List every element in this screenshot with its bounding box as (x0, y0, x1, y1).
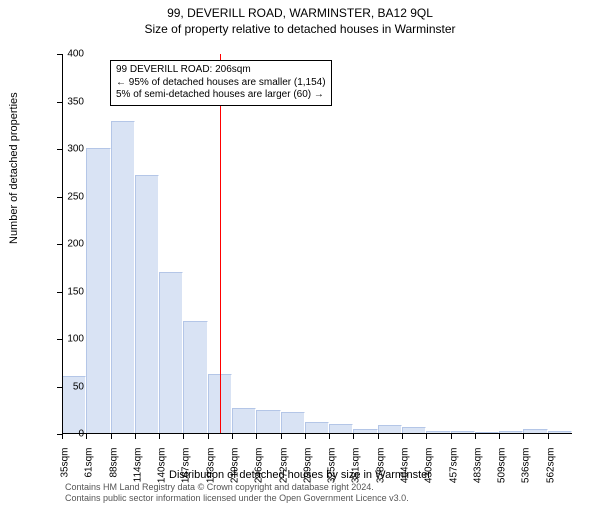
x-tick-label: 299sqm (302, 448, 313, 484)
x-tick-label: 430sqm (424, 448, 435, 484)
histogram-bar (159, 272, 183, 434)
x-tick-label: 219sqm (230, 448, 241, 484)
x-tick (353, 434, 354, 439)
x-tick (86, 434, 87, 439)
y-tick-label: 150 (54, 286, 84, 297)
y-tick-label: 300 (54, 144, 84, 155)
x-tick-label: 509sqm (497, 448, 508, 484)
y-tick-label: 250 (54, 191, 84, 202)
x-tick (329, 434, 330, 439)
x-tick (135, 434, 136, 439)
chart-title-line1: 99, DEVERILL ROAD, WARMINSTER, BA12 9QL (0, 6, 600, 20)
x-tick-label: 457sqm (448, 448, 459, 484)
x-tick (402, 434, 403, 439)
y-tick-label: 0 (54, 429, 84, 440)
legend-line3: 5% of semi-detached houses are larger (6… (116, 89, 326, 102)
chart-plot-area: 99 DEVERILL ROAD: 206sqm ← 95% of detach… (62, 54, 572, 434)
x-tick-label: 114sqm (132, 448, 143, 483)
x-tick-label: 61sqm (84, 448, 95, 478)
footer-line1: Contains HM Land Registry data © Crown c… (65, 482, 409, 493)
chart-title-line2: Size of property relative to detached ho… (0, 22, 600, 36)
x-tick-label: 35sqm (60, 448, 71, 478)
x-tick-label: 88sqm (108, 448, 119, 478)
x-tick-label: 246sqm (254, 448, 265, 484)
histogram-bar (281, 412, 305, 433)
y-tick-label: 100 (54, 334, 84, 345)
x-tick-label: 351sqm (351, 448, 362, 484)
x-tick-label: 536sqm (521, 448, 532, 484)
footer-attribution: Contains HM Land Registry data © Crown c… (65, 482, 409, 504)
x-tick-label: 193sqm (205, 448, 216, 484)
x-tick-label: 483sqm (472, 448, 483, 484)
x-tick-label: 272sqm (278, 448, 289, 484)
reference-vline (220, 54, 221, 434)
histogram-bar (329, 424, 353, 434)
histogram-bar (305, 422, 329, 433)
footer-line2: Contains public sector information licen… (65, 493, 409, 504)
x-tick-label: 140sqm (157, 448, 168, 484)
x-tick (183, 434, 184, 439)
x-tick (451, 434, 452, 439)
x-tick (305, 434, 306, 439)
histogram-bar (86, 148, 110, 433)
y-tick-label: 350 (54, 96, 84, 107)
x-tick (208, 434, 209, 439)
chart-legend-box: 99 DEVERILL ROAD: 206sqm ← 95% of detach… (110, 60, 332, 106)
histogram-bar (183, 321, 207, 433)
y-tick-label: 400 (54, 49, 84, 60)
x-tick-label: 404sqm (400, 448, 411, 484)
legend-line2: ← 95% of detached houses are smaller (1,… (116, 77, 326, 90)
x-tick (256, 434, 257, 439)
y-axis-label: Number of detached properties (8, 92, 20, 244)
legend-line1: 99 DEVERILL ROAD: 206sqm (116, 64, 326, 77)
histogram-bar (256, 410, 280, 433)
histogram-bar (111, 121, 135, 433)
x-tick (159, 434, 160, 439)
x-tick (378, 434, 379, 439)
histogram-bar (232, 408, 256, 433)
x-tick (426, 434, 427, 439)
x-tick-label: 562sqm (545, 448, 556, 484)
histogram-bar (135, 175, 159, 433)
x-tick-label: 167sqm (181, 448, 192, 484)
x-tick-label: 325sqm (327, 448, 338, 484)
y-tick-label: 50 (54, 381, 84, 392)
x-tick (499, 434, 500, 439)
x-tick (475, 434, 476, 439)
y-tick-label: 200 (54, 239, 84, 250)
x-tick-label: 378sqm (375, 448, 386, 484)
x-tick (548, 434, 549, 439)
histogram-bar (378, 425, 402, 433)
x-tick (523, 434, 524, 439)
x-tick (111, 434, 112, 439)
x-tick (232, 434, 233, 439)
x-axis-line (62, 433, 572, 434)
x-tick (281, 434, 282, 439)
